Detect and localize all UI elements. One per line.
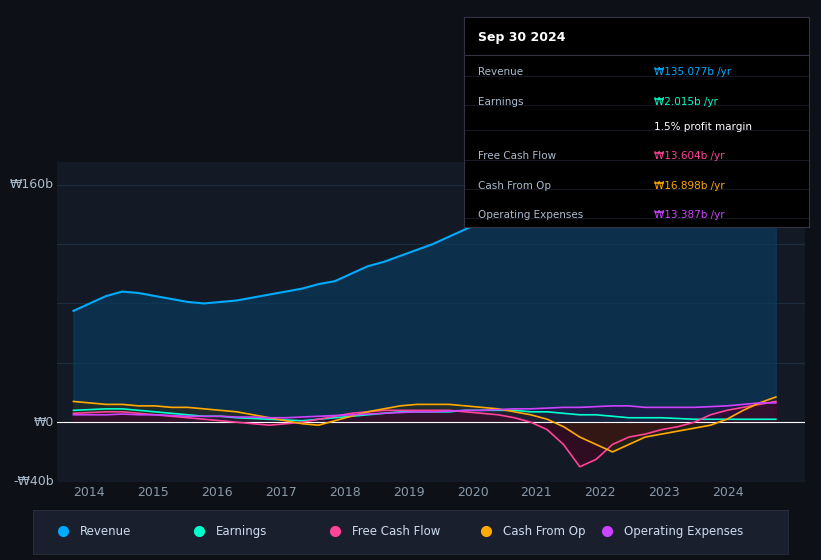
Text: Free Cash Flow: Free Cash Flow xyxy=(351,525,440,538)
Text: ₩135.077b /yr: ₩135.077b /yr xyxy=(654,67,731,77)
Text: ₩160b: ₩160b xyxy=(10,178,53,191)
Text: Cash From Op: Cash From Op xyxy=(502,525,585,538)
Text: Operating Expenses: Operating Expenses xyxy=(623,525,743,538)
Text: Earnings: Earnings xyxy=(478,97,523,106)
Text: ₩13.387b /yr: ₩13.387b /yr xyxy=(654,210,724,220)
Text: Sep 30 2024: Sep 30 2024 xyxy=(478,31,565,44)
Text: Revenue: Revenue xyxy=(80,525,131,538)
Text: 1.5% profit margin: 1.5% profit margin xyxy=(654,122,751,132)
Text: ₩2.015b /yr: ₩2.015b /yr xyxy=(654,97,718,106)
Text: ₩0: ₩0 xyxy=(34,416,53,429)
Text: Operating Expenses: Operating Expenses xyxy=(478,210,583,220)
Text: Cash From Op: Cash From Op xyxy=(478,180,551,190)
Text: Earnings: Earnings xyxy=(216,525,267,538)
Text: -₩40b: -₩40b xyxy=(13,475,53,488)
Text: ₩13.604b /yr: ₩13.604b /yr xyxy=(654,151,724,161)
Text: Revenue: Revenue xyxy=(478,67,523,77)
Text: ₩16.898b /yr: ₩16.898b /yr xyxy=(654,180,724,190)
Text: Free Cash Flow: Free Cash Flow xyxy=(478,151,556,161)
